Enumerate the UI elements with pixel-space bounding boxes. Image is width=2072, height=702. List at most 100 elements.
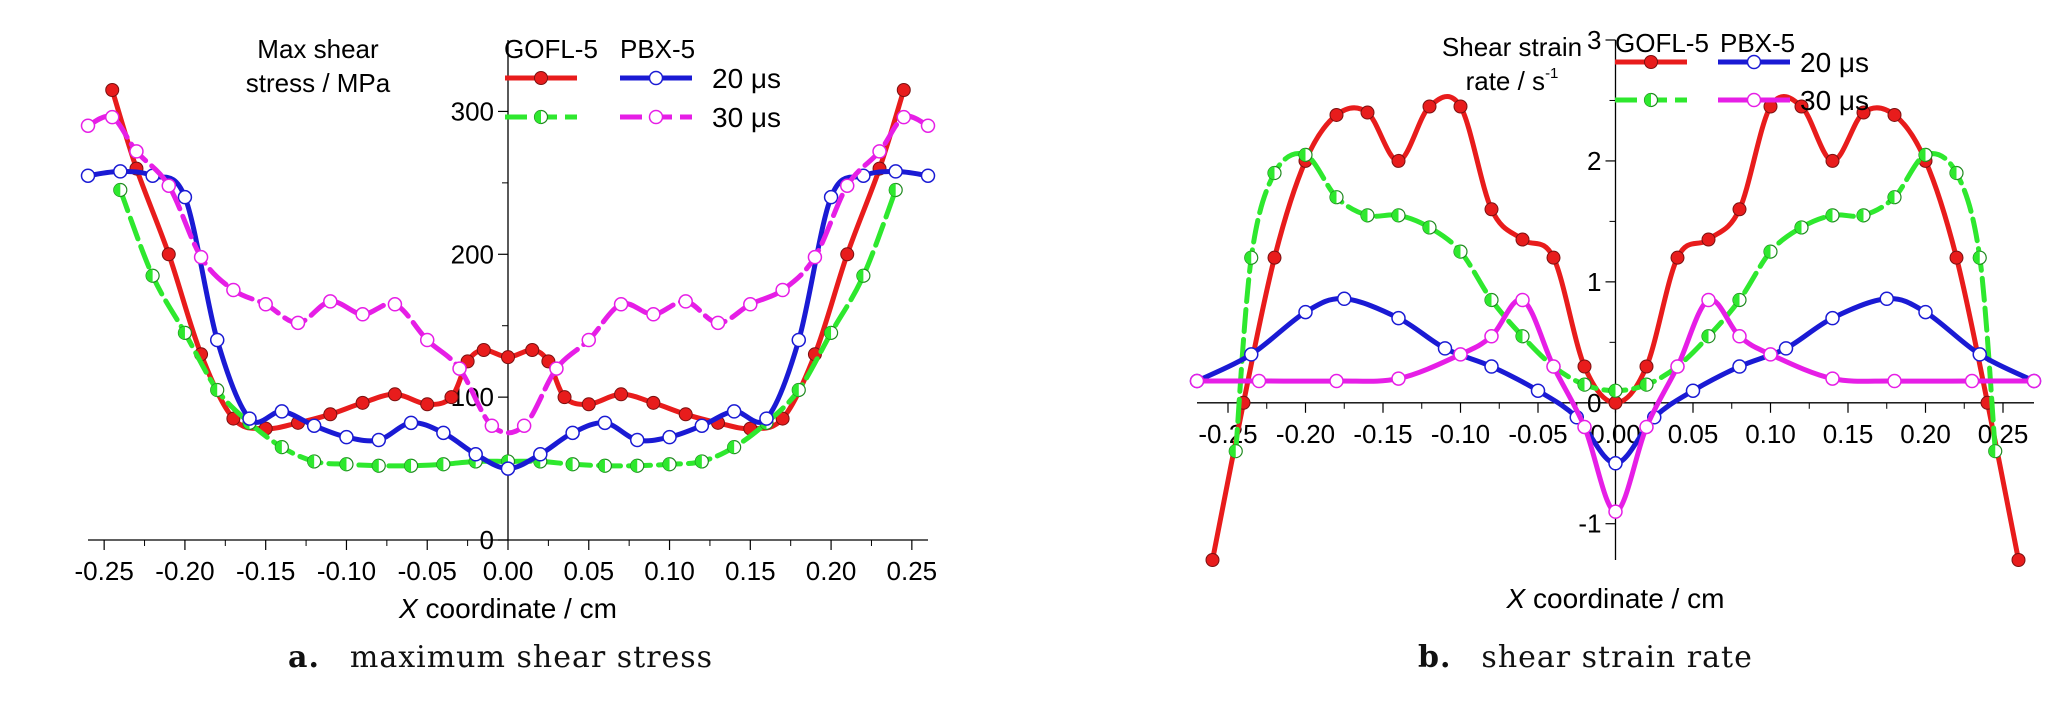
data-point <box>113 182 128 198</box>
data-point <box>694 418 710 433</box>
data-point <box>1887 107 1902 122</box>
data-point <box>1391 371 1406 386</box>
data-point <box>1360 208 1375 223</box>
data-point <box>1794 99 1809 114</box>
data-point <box>1763 244 1778 259</box>
x-tick-label: 0.25 <box>887 556 938 586</box>
data-point <box>500 461 516 476</box>
legend-swatch-marker <box>1644 55 1658 69</box>
data-point <box>1484 359 1499 374</box>
data-point <box>1608 395 1623 410</box>
data-point <box>1887 190 1902 205</box>
data-point <box>1701 232 1716 247</box>
data-point <box>1972 250 1987 265</box>
data-point <box>597 415 613 431</box>
data-point <box>726 404 742 419</box>
data-point <box>1701 329 1716 344</box>
x-tick-label: -0.25 <box>75 556 134 586</box>
data-point <box>1484 202 1499 217</box>
data-point <box>1972 347 1987 362</box>
data-point <box>1949 250 1964 265</box>
data-point <box>1515 232 1530 247</box>
data-point <box>1337 291 1352 307</box>
series-gofl-5-30us <box>1228 147 2003 459</box>
data-point <box>872 144 887 159</box>
data-point <box>1577 359 1592 374</box>
data-point <box>565 425 580 441</box>
data-point <box>1329 107 1344 122</box>
data-point <box>468 447 483 462</box>
legend: GOFL-5 PBX-5 20 μs 30 μs <box>504 34 781 133</box>
data-point <box>1670 359 1685 374</box>
x-tick-label: 0.20 <box>806 556 857 586</box>
x-tick-label: -0.05 <box>1508 419 1567 449</box>
data-point <box>1422 99 1437 114</box>
data-point <box>920 168 936 183</box>
legend-swatch-marker <box>1746 92 1762 108</box>
legend-swatch-marker <box>1746 54 1762 70</box>
data-point <box>501 350 515 365</box>
x-axis-label-variable: X <box>398 593 419 624</box>
data-point <box>1608 456 1623 471</box>
data-point <box>226 282 241 298</box>
x-tick-label: -0.25 <box>1198 419 1257 449</box>
data-point <box>80 118 96 133</box>
data-point <box>1437 341 1453 356</box>
data-point <box>1267 165 1282 181</box>
data-point <box>177 325 193 340</box>
data-point <box>1732 292 1747 308</box>
data-point <box>420 397 435 412</box>
data-point <box>646 395 661 410</box>
data-point <box>1244 347 1259 362</box>
x-tick-label: 0.00 <box>483 556 534 586</box>
x-tick-label: -0.20 <box>155 556 214 586</box>
data-point <box>1887 373 1902 389</box>
legend-header-pbx: PBX-5 <box>1720 28 1795 58</box>
data-point <box>1732 329 1747 344</box>
data-point <box>274 404 290 419</box>
data-point <box>1763 347 1778 362</box>
y-tick-label: 300 <box>451 96 494 126</box>
data-point <box>1825 153 1840 168</box>
data-point <box>355 395 370 410</box>
data-point <box>1205 553 1220 567</box>
legend-time-label: 30 μs <box>712 102 781 133</box>
data-point <box>1949 165 1964 181</box>
data-point <box>1484 329 1499 344</box>
data-point <box>1360 105 1375 120</box>
data-point <box>613 297 629 312</box>
caption-b: b. shear strain rate <box>1418 640 1753 675</box>
y-tick-label: 200 <box>451 239 494 269</box>
legend-header-gofl: GOFL-5 <box>1615 28 1709 58</box>
series-pbx-5-30us <box>80 109 936 436</box>
data-point <box>775 282 790 298</box>
x-tick-label: 0.10 <box>1745 419 1796 449</box>
legend-time-label: 20 μs <box>712 63 781 94</box>
data-point <box>1825 371 1840 386</box>
x-axis-label-unit: coordinate / cm <box>418 593 617 624</box>
x-tick-label: -0.20 <box>1276 419 1335 449</box>
data-point <box>678 294 693 309</box>
series-line <box>85 113 931 436</box>
data-point <box>1267 250 1282 265</box>
data-point <box>476 343 491 357</box>
data-point <box>1608 504 1623 519</box>
data-point <box>839 178 855 193</box>
x-tick-label: 0.05 <box>1668 419 1719 449</box>
data-point <box>629 432 645 448</box>
x-tick-label: 0.10 <box>644 556 695 586</box>
data-point <box>678 407 693 422</box>
data-point <box>306 418 322 433</box>
data-point <box>597 458 613 473</box>
data-point <box>759 411 774 426</box>
data-point <box>920 118 936 133</box>
data-point <box>1515 329 1530 344</box>
data-point <box>1732 359 1747 374</box>
series-pbx-5-30us <box>1189 292 2042 519</box>
data-point <box>444 390 459 405</box>
data-point <box>1639 419 1654 435</box>
data-point <box>387 297 403 312</box>
data-point <box>1391 208 1406 223</box>
data-point <box>484 418 500 433</box>
data-point <box>1577 419 1592 435</box>
